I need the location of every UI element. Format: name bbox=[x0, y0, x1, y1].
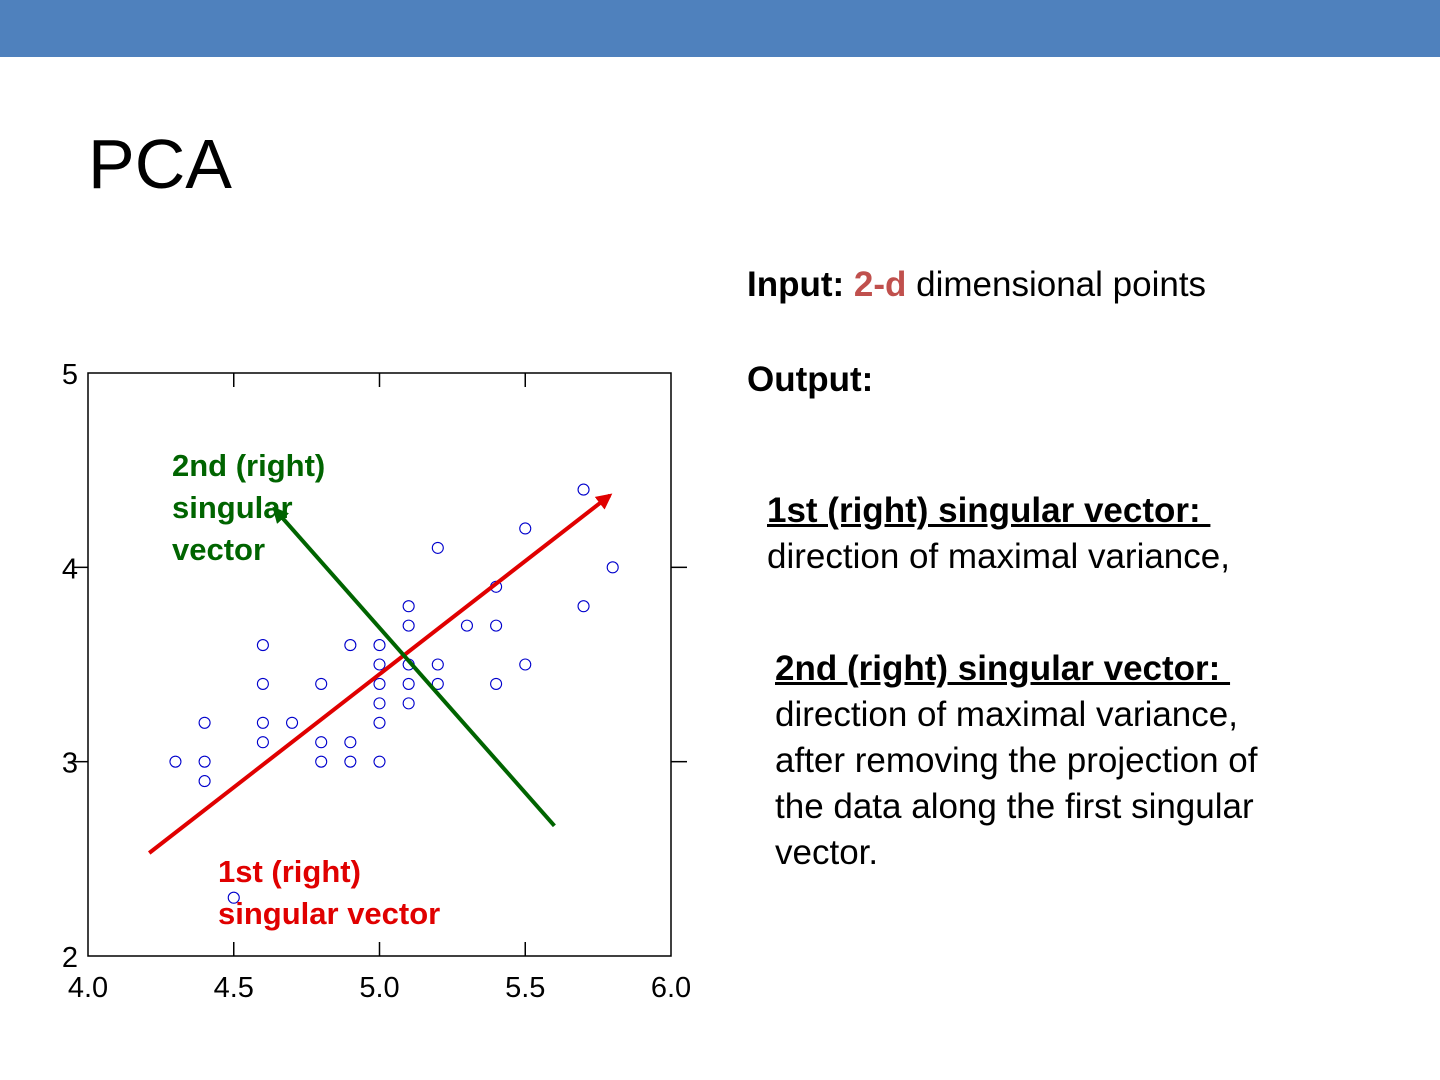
data-point bbox=[344, 736, 357, 749]
data-point bbox=[315, 677, 328, 690]
first-vector-body: direction of maximal variance, bbox=[767, 537, 1230, 576]
data-point bbox=[373, 658, 386, 671]
data-point bbox=[315, 736, 328, 749]
data-point bbox=[227, 891, 240, 904]
data-point bbox=[198, 775, 211, 788]
data-point bbox=[344, 755, 357, 768]
data-point bbox=[256, 736, 269, 749]
first-vector-label: 1st (right) bbox=[218, 854, 361, 889]
data-point bbox=[490, 619, 503, 632]
data-point bbox=[198, 716, 211, 729]
second-vector-body-line-2: after removing the projection of bbox=[775, 741, 1258, 780]
second-vector-description: 2nd (right) singular vector: direction o… bbox=[775, 646, 1257, 876]
first-vector-heading: 1st (right) singular vector: bbox=[767, 491, 1211, 530]
data-point bbox=[285, 716, 299, 729]
data-point bbox=[256, 677, 269, 690]
second-vector-heading: 2nd (right) singular vector: bbox=[775, 649, 1231, 688]
data-point bbox=[606, 561, 619, 574]
data-point bbox=[402, 619, 415, 632]
second-vector-label: singular bbox=[172, 490, 293, 525]
data-point bbox=[431, 658, 444, 671]
data-point bbox=[373, 677, 386, 690]
data-point bbox=[169, 755, 182, 768]
first-vector-description: 1st (right) singular vector: direction o… bbox=[767, 488, 1230, 580]
y-tick-label: 2 bbox=[62, 942, 78, 974]
y-tick-label: 5 bbox=[62, 359, 78, 391]
input-rest: dimensional points bbox=[906, 265, 1207, 304]
data-point bbox=[402, 697, 415, 710]
input-label: Input: bbox=[747, 265, 845, 304]
y-tick-label: 3 bbox=[62, 748, 78, 780]
data-point bbox=[519, 658, 532, 671]
data-point bbox=[256, 639, 269, 652]
data-point bbox=[402, 677, 415, 690]
input-line: Input: 2-d dimensional points bbox=[747, 262, 1206, 308]
data-point bbox=[431, 541, 444, 554]
second-vector-body-line-4: vector. bbox=[775, 833, 879, 872]
first-vector-label: singular vector bbox=[218, 896, 440, 931]
x-tick-label: 5.5 bbox=[505, 972, 545, 1004]
second-vector-label: vector bbox=[172, 532, 265, 567]
second-vector-body-line-1: direction of maximal variance, bbox=[775, 695, 1238, 734]
x-tick-label: 5.0 bbox=[359, 972, 399, 1004]
first-singular-vector-arrow bbox=[147, 493, 613, 855]
data-point bbox=[373, 755, 386, 768]
data-point bbox=[344, 639, 357, 652]
header-banner bbox=[0, 0, 1440, 57]
data-point bbox=[431, 677, 444, 690]
data-point bbox=[519, 522, 532, 535]
x-tick-label: 4.0 bbox=[68, 972, 108, 1004]
data-point bbox=[373, 639, 386, 652]
x-tick-label: 6.0 bbox=[651, 972, 691, 1004]
input-highlight: 2-d bbox=[853, 265, 907, 304]
data-point bbox=[315, 755, 328, 768]
slide-title: PCA bbox=[88, 125, 232, 203]
data-point bbox=[490, 677, 503, 690]
data-point bbox=[256, 716, 269, 729]
x-tick-label: 4.5 bbox=[214, 972, 254, 1004]
data-point bbox=[373, 697, 386, 710]
data-point bbox=[373, 716, 386, 729]
data-point bbox=[198, 755, 211, 768]
output-label: Output: bbox=[747, 360, 874, 399]
y-tick-label: 4 bbox=[62, 553, 78, 585]
data-point bbox=[577, 483, 590, 496]
second-singular-vector-arrow bbox=[272, 506, 556, 828]
data-point bbox=[577, 600, 590, 613]
second-vector-label: 2nd (right) bbox=[172, 448, 325, 483]
data-point bbox=[402, 600, 415, 613]
data-point bbox=[460, 619, 474, 632]
second-vector-body-line-3: the data along the first singular bbox=[775, 787, 1254, 826]
